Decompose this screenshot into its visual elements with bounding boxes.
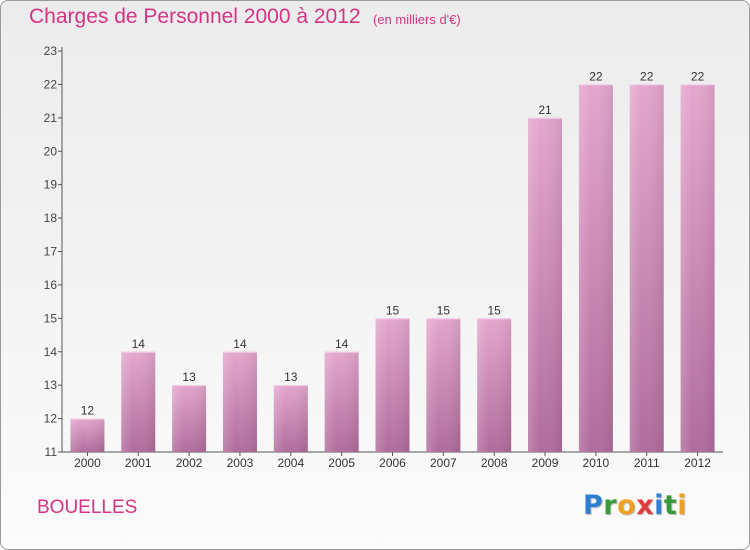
bar-shade-2004: [273, 385, 308, 452]
x-tick-label: 2007: [430, 456, 457, 470]
x-tick-label: 2002: [176, 456, 203, 470]
y-tick-label: 19: [44, 178, 58, 192]
y-tick-label: 12: [44, 412, 58, 426]
chart-title: Charges de Personnel 2000 à 2012: [29, 5, 361, 28]
data-label: 15: [386, 303, 400, 317]
data-label: 13: [182, 370, 196, 384]
bar-shade-2005: [324, 351, 359, 452]
data-label: 12: [81, 404, 95, 418]
x-tick-label: 2012: [684, 456, 711, 470]
x-tick-label: 2001: [125, 456, 152, 470]
y-tick-label: 15: [44, 311, 58, 325]
bars: [70, 84, 715, 453]
logo-letter: x: [636, 490, 655, 521]
bar-shade-2012: [680, 84, 715, 453]
y-tick-label: 21: [44, 111, 58, 125]
y-tick-label: 20: [44, 144, 58, 158]
x-tick-label: 2005: [328, 456, 355, 470]
x-tick-label: 2008: [481, 456, 508, 470]
data-label: 22: [589, 69, 603, 83]
y-tick-label: 17: [44, 245, 58, 259]
x-tick-label: 2009: [532, 456, 559, 470]
bar-shade-2006: [375, 318, 410, 452]
logo-letter: t: [663, 490, 678, 521]
x-axis: 2000 2001 2002 2003 2004 2005 2006 2007 2008 2009…: [62, 451, 723, 470]
data-labels: 12 14 13 14 13 14 15 15 15 21 22 22 22: [81, 69, 705, 417]
y-tick-label: 11: [45, 445, 58, 459]
data-label: 15: [488, 303, 502, 317]
y-tick-label: 16: [44, 278, 58, 292]
bar-shade-2003: [222, 351, 257, 452]
commune-name: BOUELLES: [37, 497, 138, 518]
bar-shade-2002: [172, 385, 207, 452]
data-label: 21: [538, 103, 552, 117]
x-tick-label: 2011: [634, 456, 660, 470]
x-tick-label: 2006: [379, 456, 406, 470]
logo-letter: i: [677, 490, 688, 521]
y-tick-label: 13: [44, 378, 58, 392]
y-tick-label: 23: [44, 44, 58, 58]
y-tick-label: 22: [44, 77, 58, 91]
logo-letter: P: [583, 490, 604, 521]
proxiti-logo: Proxiti: [583, 490, 687, 521]
data-label: 22: [640, 69, 654, 83]
bar-shade-2008: [477, 318, 512, 452]
chart-subtitle: (en milliers d'€): [373, 12, 461, 27]
x-tick-label: 2010: [583, 456, 610, 470]
data-label: 15: [437, 303, 451, 317]
y-tick-label: 14: [44, 345, 58, 359]
bar-shade-2001: [121, 351, 156, 452]
x-tick-label: 2004: [277, 456, 304, 470]
logo-letter: o: [617, 490, 637, 521]
x-tick-label: 2000: [74, 456, 101, 470]
bar-shade-2010: [578, 84, 613, 453]
data-label: 22: [691, 69, 705, 83]
logo-letter: r: [603, 490, 618, 521]
bar-shade-2000: [70, 418, 105, 452]
y-axis: 11 12 13 14 15 16 17 18 19 20 21 22 23: [44, 44, 63, 459]
data-label: 14: [132, 337, 146, 351]
y-tick-label: 18: [44, 211, 58, 225]
bar-shade-2009: [528, 117, 563, 452]
data-label: 14: [233, 337, 247, 351]
data-label: 13: [284, 370, 298, 384]
bar-shade-2007: [426, 318, 461, 452]
x-tick-label: 2003: [227, 456, 254, 470]
logo-letter: i: [654, 490, 664, 521]
bar-shade-2011: [629, 84, 664, 453]
data-label: 14: [335, 337, 349, 351]
